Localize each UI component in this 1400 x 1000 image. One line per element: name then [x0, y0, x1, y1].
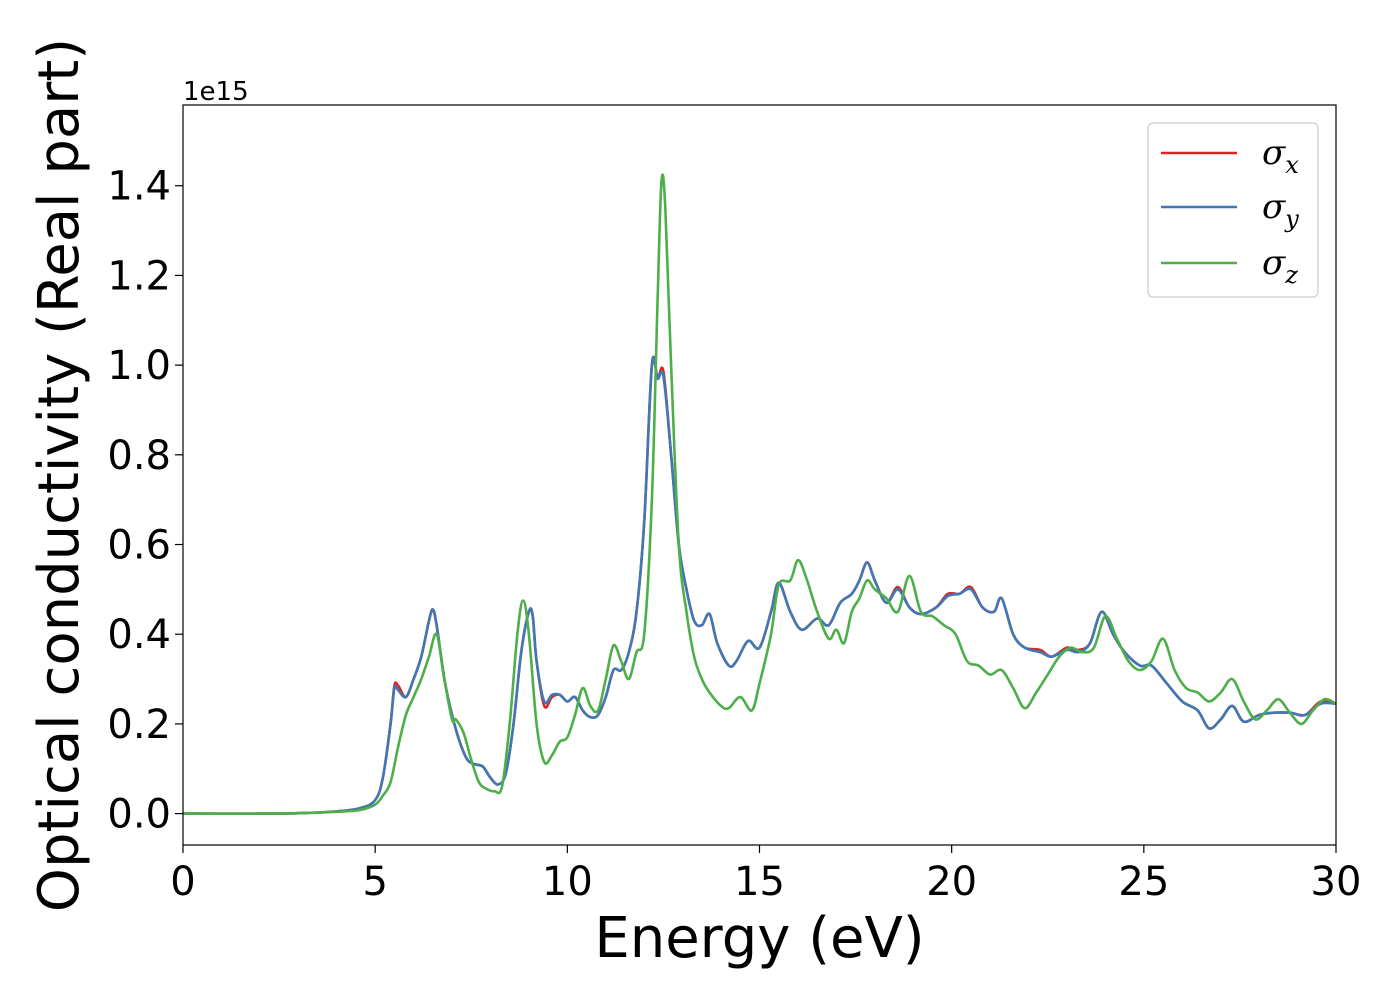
x-tick-label: 20	[926, 859, 977, 905]
x-axis-title: Energy (eV)	[594, 906, 924, 971]
y-tick-label: 0.4	[107, 612, 171, 658]
x-tick-label: 25	[1118, 859, 1169, 905]
series-line-z	[183, 173, 1336, 815]
legend-label: σz	[1262, 243, 1298, 289]
y-offset-label: 1e15	[183, 77, 249, 107]
legend-label-symbol: σ	[1262, 133, 1286, 173]
x-tick-label: 15	[734, 859, 785, 905]
legend-label-subscript: x	[1285, 151, 1299, 179]
y-tick-label: 0.2	[107, 702, 171, 748]
y-tick-label: 1.0	[107, 343, 171, 389]
legend-label-subscript: z	[1284, 261, 1298, 289]
legend-entry-z: σz	[1161, 243, 1298, 289]
legend-entry-x: σx	[1161, 133, 1299, 179]
y-axis-title: Optical conductivity (Real part)	[27, 38, 92, 912]
y-tick-label: 0.0	[107, 792, 171, 838]
y-tick-label: 1.2	[107, 253, 171, 299]
x-tick-label: 10	[542, 859, 593, 905]
x-tick-label: 0	[170, 859, 195, 905]
y-tick-label: 0.6	[107, 523, 171, 569]
x-tick-label: 5	[362, 859, 387, 905]
y-axis-ticks: 0.0 0.2 0.4 0.6 0.8 1.0 1.2 1.4	[107, 164, 183, 838]
legend-label-subscript: y	[1284, 205, 1299, 233]
legend-frame	[1147, 122, 1319, 298]
legend-label-symbol: σ	[1262, 187, 1286, 227]
legend-label: σy	[1262, 187, 1299, 233]
x-tick-label: 30	[1311, 859, 1362, 905]
x-axis-ticks: 0 5 10 15 20 25 30	[170, 845, 1361, 905]
plot-area	[183, 105, 1336, 845]
legend-label-symbol: σ	[1262, 243, 1286, 283]
series-layer	[183, 173, 1336, 815]
y-tick-label: 0.8	[107, 433, 171, 479]
legend-label: σx	[1262, 133, 1299, 179]
series-line-y	[183, 355, 1336, 815]
legend-entry-y: σy	[1161, 187, 1299, 233]
y-tick-label: 1.4	[107, 164, 171, 210]
